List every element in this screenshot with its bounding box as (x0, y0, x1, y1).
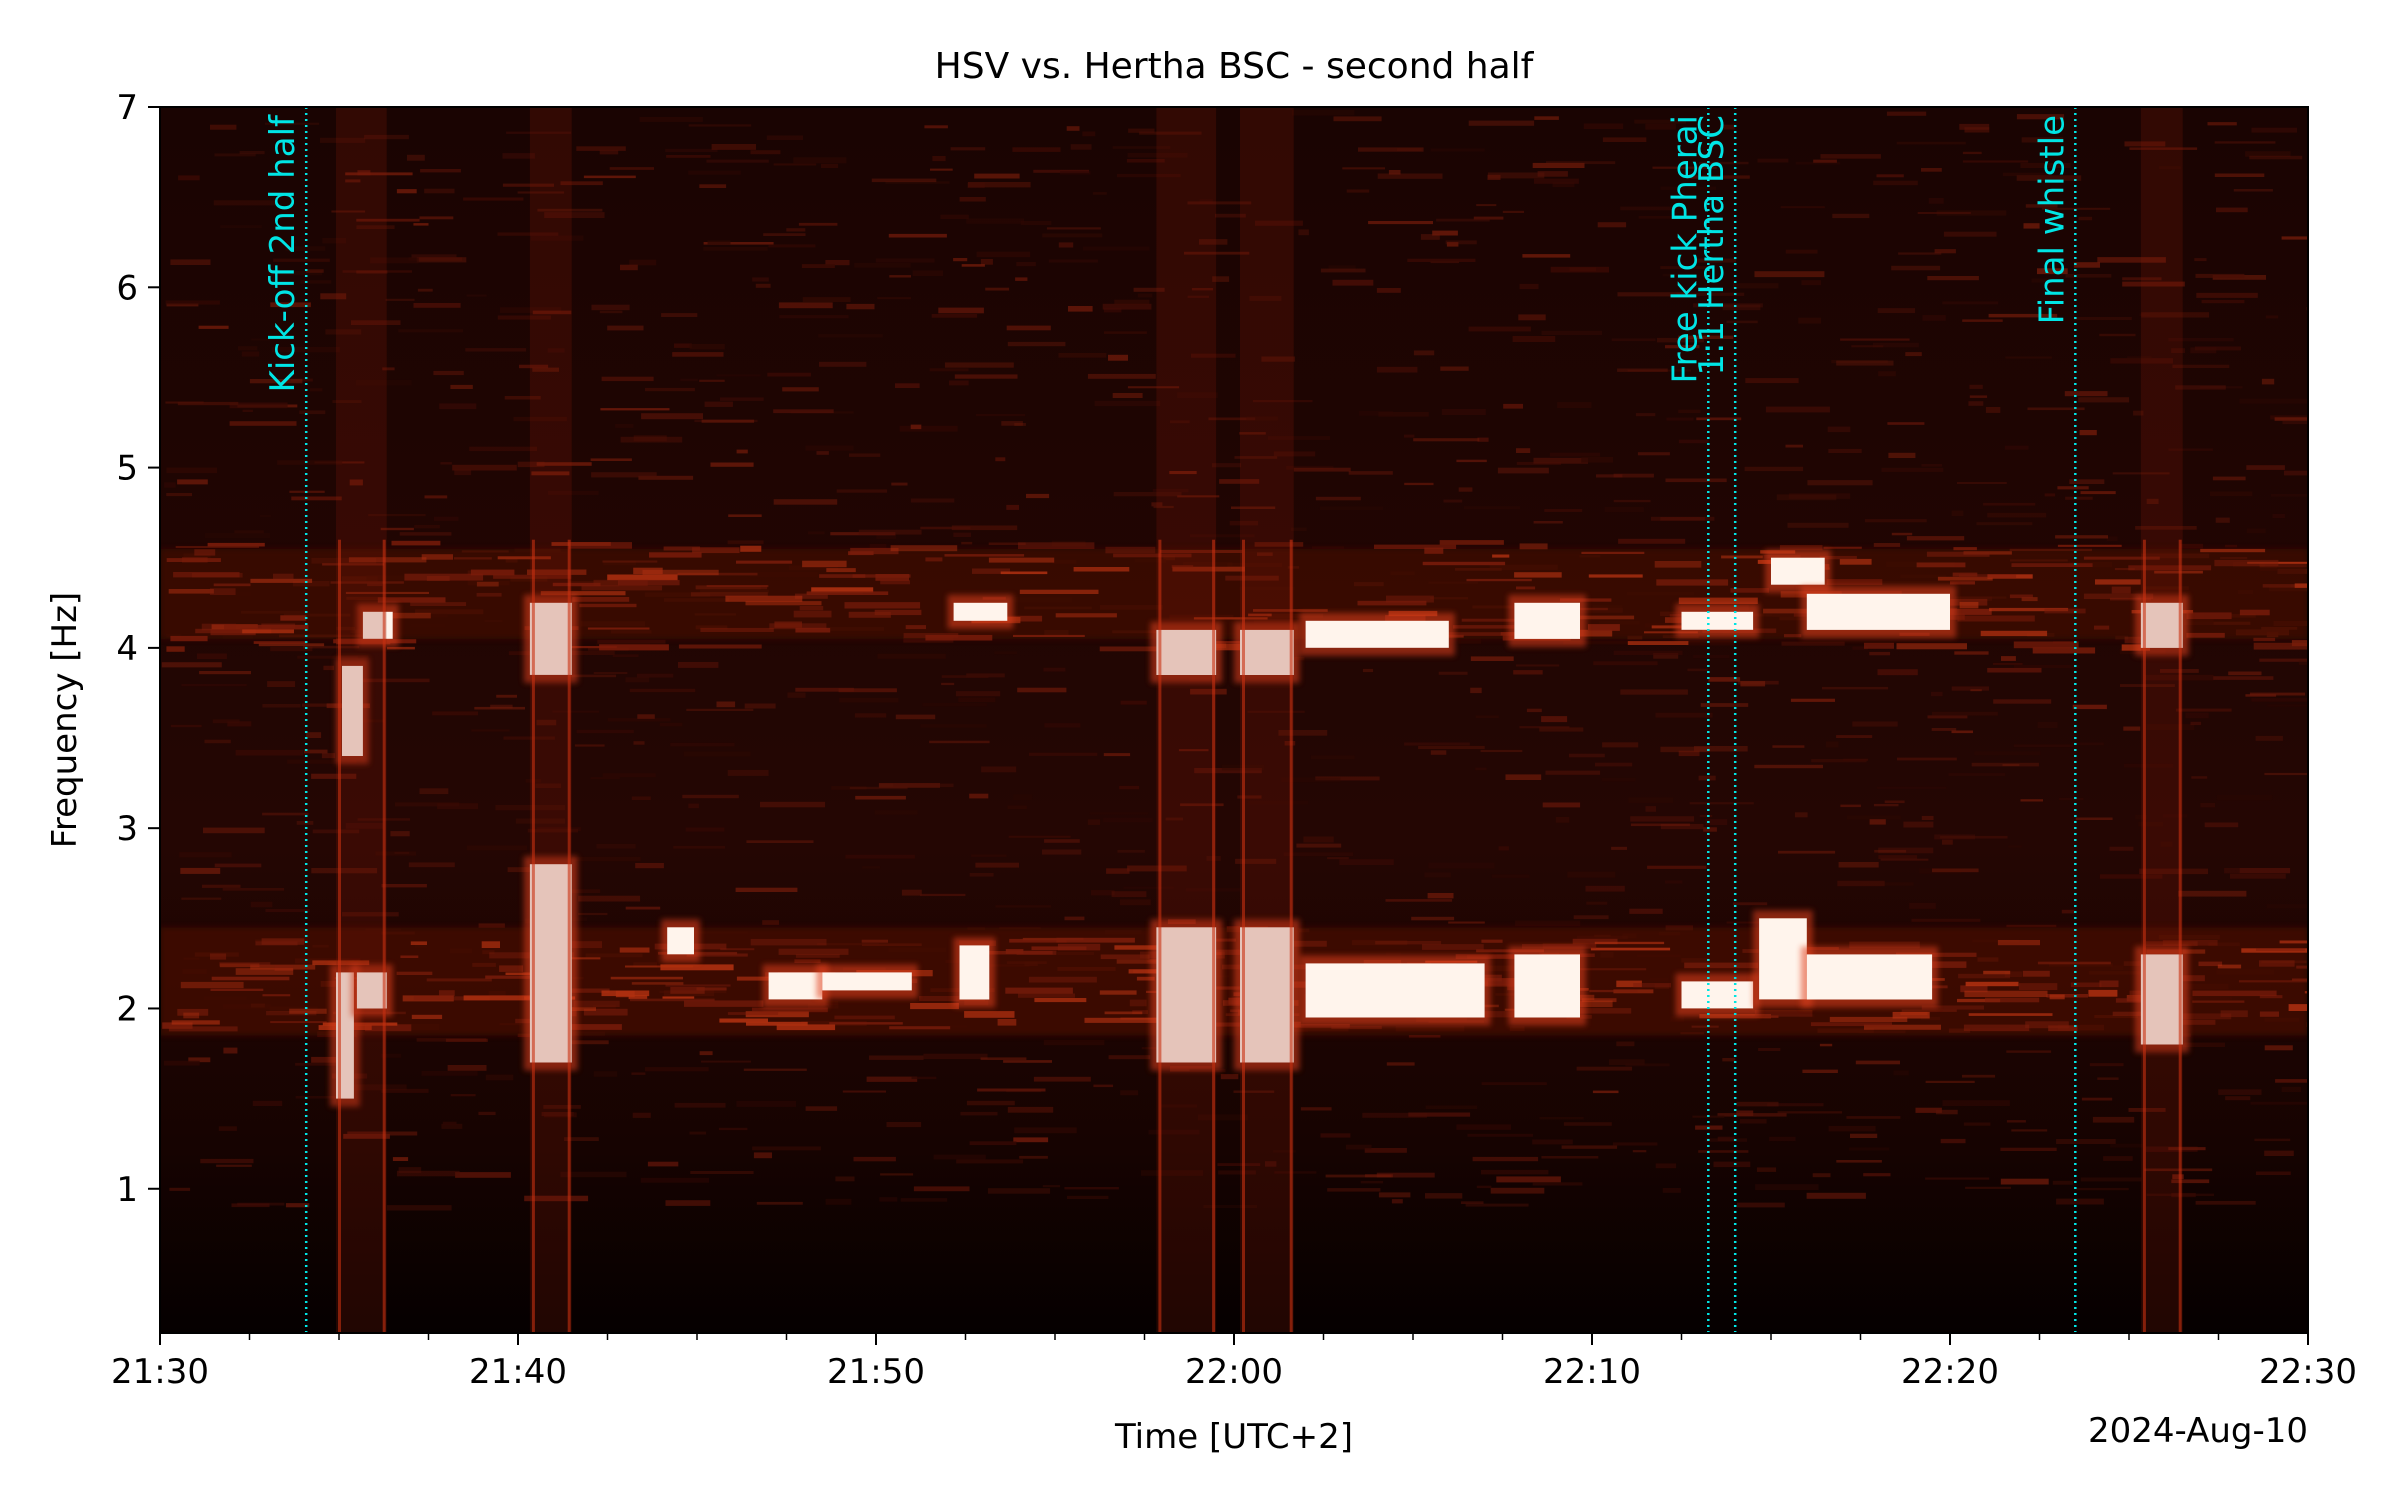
x-tick-label: 21:40 (469, 1352, 567, 1392)
annotation-label: Final whistle (2032, 115, 2072, 324)
intense-region (1806, 593, 1950, 630)
y-tick-label: 7 (116, 88, 138, 128)
intense-region (1305, 963, 1485, 1018)
chart-title: HSV vs. Hertha BSC - second half (935, 46, 1535, 87)
intense-region (667, 927, 694, 955)
intense-regions (330, 107, 2189, 1333)
y-axis: 1 2 3 4 5 6 7 (116, 88, 160, 1210)
y-axis-label: Frequency [Hz] (45, 592, 85, 848)
intense-region (356, 972, 387, 1009)
intense-region (1156, 629, 1217, 675)
broadband-streak (1240, 107, 1294, 1333)
broadband-streak-edge (2178, 539, 2182, 1333)
x-tick-label: 22:10 (1543, 1352, 1641, 1392)
intense-region (1759, 918, 1807, 1000)
y-tick-label: 6 (116, 268, 138, 308)
broadband-streak-edge (382, 539, 386, 1333)
intense-region (822, 972, 912, 991)
intense-region (1156, 927, 1217, 1063)
intense-region (529, 864, 572, 1063)
intense-region (1771, 557, 1825, 585)
x-tick-label: 21:50 (827, 1352, 925, 1392)
intense-region (959, 945, 990, 1000)
intense-region (1514, 954, 1580, 1018)
intense-region (1305, 620, 1449, 648)
broadband-streak-edge (1289, 539, 1293, 1333)
x-tick-label: 22:20 (1901, 1352, 1999, 1392)
annotation-label: Free kick Pherai (1665, 115, 1705, 384)
annotation-label: 1:1 Hertha BSC (1692, 115, 1732, 376)
intense-region (953, 602, 1008, 621)
broadband-streak-edge (1242, 539, 1245, 1333)
annotation-label: Kick-off 2nd half (263, 114, 303, 392)
intense-region (342, 665, 363, 756)
y-tick-label: 1 (116, 1170, 138, 1210)
intense-region (2140, 954, 2183, 1045)
broadband-streak (336, 107, 387, 1333)
broadband-streak-edge (567, 539, 571, 1333)
broadband-streak (2140, 107, 2183, 1333)
plot-area (160, 107, 2308, 1333)
x-axis: 21:30 21:40 21:50 22:00 22:10 22:20 22:30 (111, 1333, 2357, 1392)
intense-region (529, 602, 572, 675)
intense-region (1806, 954, 1933, 1000)
x-tick-label: 21:30 (111, 1352, 209, 1392)
broadband-streak-edge (1212, 539, 1216, 1333)
y-tick-label: 3 (116, 809, 138, 849)
broadband-streak-edge (531, 539, 535, 1333)
intense-region (768, 972, 823, 1000)
intense-region (1240, 927, 1294, 1063)
intense-region (1681, 981, 1754, 1009)
intense-region (1681, 611, 1754, 630)
y-tick-label: 4 (116, 629, 138, 669)
intense-region (1240, 629, 1294, 675)
y-tick-label: 2 (116, 989, 138, 1029)
x-tick-label: 22:30 (2259, 1352, 2357, 1392)
broadband-streak-edge (2142, 539, 2146, 1333)
date-label: 2024-Aug-10 (2088, 1411, 2308, 1451)
broadband-streak (1156, 107, 1217, 1333)
intense-region (1514, 602, 1580, 639)
x-tick-label: 22:00 (1185, 1352, 1283, 1392)
broadband-streak-edge (338, 539, 341, 1333)
intense-region (2140, 602, 2183, 648)
broadband-streak (529, 107, 572, 1333)
broadband-streak-edge (1158, 539, 1162, 1333)
x-axis-label: Time [UTC+2] (1114, 1417, 1353, 1457)
y-tick-label: 5 (116, 449, 138, 489)
intense-region (362, 611, 393, 639)
